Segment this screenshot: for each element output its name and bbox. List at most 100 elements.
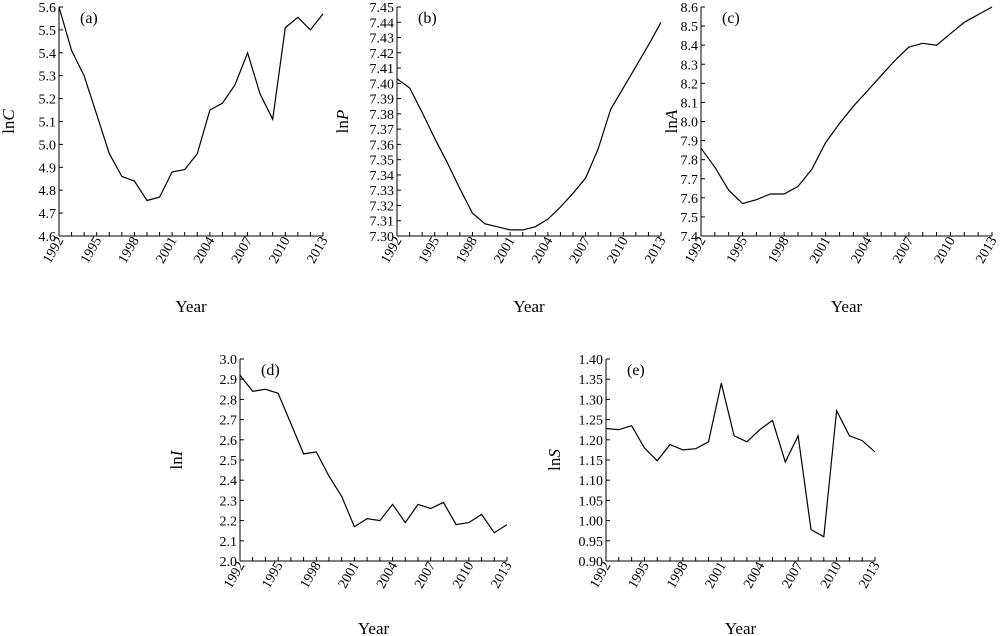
y-tick-label: 8.1 bbox=[681, 96, 699, 111]
y-tick-label: 5.6 bbox=[39, 1, 57, 16]
y-tick-label: 8.0 bbox=[681, 116, 699, 131]
y-tick-label: 4.9 bbox=[39, 161, 57, 176]
series-line-P bbox=[396, 22, 662, 231]
x-tick-label: 1998 bbox=[454, 235, 481, 267]
y-tick-label: 7.31 bbox=[370, 215, 395, 230]
y-tick-label: 7.8 bbox=[681, 154, 699, 169]
x-tick-label: 1998 bbox=[298, 560, 325, 592]
y-axis-title-variable: P bbox=[335, 110, 352, 121]
panel-label: (e) bbox=[627, 362, 645, 379]
y-tick-label: 7.35 bbox=[370, 154, 395, 169]
chart-panel-b: 7.307.317.327.337.347.357.367.377.387.39… bbox=[335, 1, 665, 316]
y-tick-label: 7.30 bbox=[370, 230, 395, 245]
x-tick-label: 2007 bbox=[780, 560, 807, 592]
y-tick-label: 2.1 bbox=[220, 535, 238, 550]
x-tick-label: 2013 bbox=[304, 235, 331, 267]
x-tick-label: 2010 bbox=[450, 560, 477, 592]
y-axis-title-prefix: ln bbox=[335, 120, 352, 134]
y-tick-label: 7.37 bbox=[370, 123, 395, 138]
x-tick-label: 1995 bbox=[724, 235, 751, 267]
x-tick-label: 2007 bbox=[412, 560, 439, 592]
x-axis-title: Year bbox=[831, 297, 863, 316]
x-tick-label: 2007 bbox=[567, 234, 594, 266]
y-tick-label: 5.4 bbox=[39, 47, 57, 62]
x-tick-label: 2004 bbox=[529, 235, 556, 267]
x-tick-label: 1995 bbox=[260, 560, 287, 592]
y-tick-label: 2.9 bbox=[220, 373, 238, 388]
y-tick-label: 7.9 bbox=[681, 135, 699, 150]
y-tick-label: 2.2 bbox=[220, 515, 238, 530]
x-tick-label: 2013 bbox=[856, 560, 883, 592]
x-tick-label: 2001 bbox=[336, 560, 363, 592]
y-tick-label: 7.32 bbox=[370, 199, 395, 214]
y-tick-label: 7.39 bbox=[370, 93, 395, 108]
y-tick-label: 5.3 bbox=[39, 70, 57, 85]
x-tick-label: 2013 bbox=[488, 560, 515, 592]
panel-label: (d) bbox=[261, 362, 280, 379]
x-tick-label: 1998 bbox=[664, 560, 691, 592]
x-tick-label: 2001 bbox=[154, 235, 181, 267]
x-tick-label: 1995 bbox=[78, 235, 105, 267]
series-line-C bbox=[58, 6, 324, 202]
y-tick-label: 4.8 bbox=[39, 184, 57, 199]
y-tick-label: 5.5 bbox=[39, 24, 57, 39]
y-tick-label: 8.2 bbox=[681, 77, 699, 92]
y-axis-title-prefix: ln bbox=[168, 456, 186, 470]
x-tick-label: 2001 bbox=[703, 560, 730, 592]
y-axis-title: lnP bbox=[335, 110, 352, 134]
panel-label: (b) bbox=[418, 10, 437, 27]
y-axis-title-prefix: ln bbox=[545, 457, 564, 471]
y-axis-title: lnA bbox=[665, 109, 681, 133]
y-tick-label: 7.36 bbox=[370, 138, 395, 153]
y-tick-label: 8.4 bbox=[681, 39, 699, 54]
x-axis-title: Year bbox=[175, 297, 207, 316]
x-tick-label: 2010 bbox=[267, 235, 294, 267]
chart-panel-e: 0.90 0.95 1.00 1.05 1.10 1.15 1.20 1.25 1.30 1.35… bbox=[545, 353, 883, 636]
y-tick-label: 8.5 bbox=[681, 20, 699, 35]
y-axis-title-prefix: ln bbox=[665, 120, 681, 134]
y-axis-title-variable: I bbox=[168, 449, 186, 457]
y-tick-label: 7.34 bbox=[370, 169, 395, 184]
y-tick-label: 7.33 bbox=[370, 184, 395, 199]
y-tick-label: 1.35 bbox=[579, 373, 604, 388]
y-tick-label: 1.15 bbox=[579, 454, 604, 469]
y-tick-label: 7.7 bbox=[681, 173, 699, 188]
x-tick-label: 2004 bbox=[191, 235, 218, 267]
y-tick-label: 2.5 bbox=[220, 454, 238, 469]
series-line-I bbox=[239, 374, 508, 534]
y-tick-label: 7.6 bbox=[681, 192, 699, 207]
x-tick-label: 2004 bbox=[849, 235, 876, 267]
y-tick-label: 8.3 bbox=[681, 58, 699, 73]
x-tick-label: 1998 bbox=[766, 235, 793, 267]
y-tick-label: 7.45 bbox=[370, 1, 395, 16]
y-axis-title-variable: C bbox=[0, 109, 18, 121]
y-tick-label: 1.20 bbox=[579, 434, 604, 449]
y-axis-title-variable: A bbox=[665, 109, 681, 121]
y-tick-label: 2.4 bbox=[220, 474, 238, 489]
y-tick-label: 7.43 bbox=[370, 32, 395, 47]
y-tick-label: 5.1 bbox=[39, 116, 57, 131]
x-tick-label: 1995 bbox=[626, 560, 653, 592]
y-tick-label: 3.0 bbox=[220, 353, 238, 368]
x-tick-label: 2004 bbox=[374, 560, 401, 592]
y-tick-label: 1.00 bbox=[579, 515, 604, 530]
y-tick-label: 1.25 bbox=[579, 414, 604, 429]
y-tick-label: 2.0 bbox=[220, 555, 238, 570]
y-tick-label: 2.8 bbox=[220, 393, 238, 408]
y-tick-label: 2.3 bbox=[220, 494, 238, 509]
x-tick-label: 2013 bbox=[973, 235, 1000, 267]
x-tick-label: 2010 bbox=[818, 560, 845, 592]
y-tick-label: 7.5 bbox=[681, 211, 699, 226]
y-tick-label: 5.2 bbox=[39, 93, 57, 108]
y-tick-label: 8.6 bbox=[681, 1, 699, 16]
series-line-A bbox=[700, 6, 993, 205]
y-tick-label: 7.4 bbox=[681, 230, 699, 245]
panel-label: (c) bbox=[722, 10, 740, 27]
x-tick-label: 2007 bbox=[890, 235, 917, 267]
x-tick-label: 1998 bbox=[116, 235, 143, 267]
y-tick-label: 1.05 bbox=[579, 494, 604, 509]
y-tick-label: 7.41 bbox=[370, 62, 395, 77]
x-tick-label: 2001 bbox=[807, 235, 834, 267]
